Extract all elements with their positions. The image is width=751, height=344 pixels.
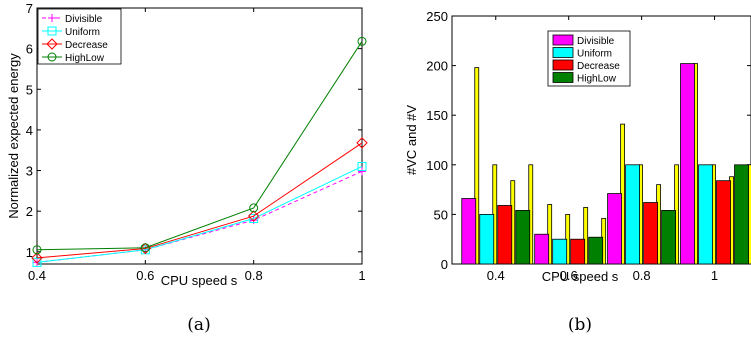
y-tick-label: 6 [26, 42, 33, 57]
y-tick-label: 7 [26, 1, 33, 16]
bar-highlow [734, 164, 749, 265]
bar-divisible [607, 193, 623, 265]
legend-swatch [552, 34, 574, 46]
legend-marker [48, 14, 56, 22]
bar-highlow [515, 210, 531, 265]
bar-uniform [552, 238, 568, 265]
line-chart-caption: (a) [187, 315, 210, 335]
series-line-highlow [36, 41, 363, 251]
bar-decrease [643, 202, 659, 265]
legend-swatch [552, 72, 574, 83]
x-tick-label: 1 [711, 268, 718, 283]
x-tick-label: 0.4 [487, 268, 505, 283]
bar-uniform [698, 164, 713, 265]
bar-chart-x-axis-label: CPU speed s [542, 269, 619, 284]
data-point [356, 137, 368, 149]
y-tick-label: 4 [26, 123, 33, 138]
data-point [249, 213, 259, 223]
line-chart: 1 2 3 4 5 6 7 0.4 0.6 0.8 1 CPU speed s Normalize… [6, 1, 368, 335]
legend-label: Uniform [65, 27, 100, 38]
legend-entry-divisible: Divisible [42, 14, 103, 25]
legend-label: Divisible [65, 14, 103, 25]
series-decrease [31, 137, 368, 264]
series-divisible [33, 167, 366, 267]
data-point [249, 203, 259, 213]
x-tick-label: 0.8 [245, 268, 263, 283]
x-tick-label: 0.6 [560, 268, 578, 283]
legend-label: HighLow [65, 53, 105, 64]
data-point [140, 243, 150, 253]
line-chart-y-axis-label: Normalized expected energy [6, 53, 21, 219]
legend-marker [47, 26, 57, 36]
y-tick-label: 200 [426, 59, 448, 74]
data-point [32, 245, 42, 255]
bar-highlow [588, 236, 604, 265]
legend-entry-uniform: Uniform [42, 26, 100, 38]
line-chart-series [31, 36, 368, 267]
data-point [357, 36, 367, 46]
bar-decrease [497, 205, 513, 265]
bar-chart-y-ticks: 0 50 100 150 200 250 [426, 9, 751, 272]
data-point [247, 210, 260, 222]
bar-highlow [661, 210, 677, 265]
y-tick-label: 2 [26, 204, 33, 219]
legend-label: Decrease [577, 61, 620, 72]
bar-chart-x-ticks: 0.4 0.6 0.8 1 [487, 16, 718, 283]
data-point [32, 257, 42, 267]
legend-label: Uniform [577, 49, 612, 60]
bar-uniform [625, 164, 641, 265]
legend-label: Decrease [65, 40, 108, 51]
bar-secondary-divisible [474, 67, 480, 265]
bar-secondary-decrease [583, 207, 589, 265]
bar-divisible [534, 233, 550, 265]
legend-marker [46, 38, 58, 50]
bar-decrease [570, 238, 586, 265]
x-tick-label: 0.8 [633, 268, 651, 283]
legend-entry-decrease: Decrease [552, 59, 620, 72]
legend-entry-decrease: Decrease [42, 38, 108, 51]
bar-chart: 0 50 100 150 200 250 0.4 0.6 0.8 1 CPU speed s #… [404, 9, 751, 335]
y-tick-label: 5 [26, 82, 33, 97]
y-tick-label: 250 [426, 9, 448, 24]
line-chart-legend: Divisible Uniform Decrease HighLow [37, 8, 122, 65]
line-chart-x-axis-label: CPU speed s [161, 273, 238, 288]
legend-swatch [552, 59, 574, 71]
legend-entry-highlow: HighLow [42, 52, 105, 64]
series-uniform [32, 161, 367, 267]
series-line-uniform [36, 166, 363, 263]
y-tick-label: 100 [426, 158, 448, 173]
x-tick-label: 0.6 [136, 268, 154, 283]
legend-entry-divisible: Divisible [552, 34, 615, 47]
x-tick-label: 0.4 [28, 268, 46, 283]
x-tick-label: 1 [358, 268, 365, 283]
y-tick-label: 1 [26, 245, 33, 260]
y-tick-label: 0 [441, 257, 448, 272]
bar-divisible [680, 63, 695, 265]
legend-entry-highlow: HighLow [552, 72, 617, 85]
y-tick-label: 50 [434, 207, 448, 222]
y-tick-label: 150 [426, 108, 448, 123]
legend-label: Divisible [577, 36, 615, 47]
data-point [31, 252, 43, 264]
bar-uniform [479, 213, 495, 265]
series-highlow [32, 36, 367, 255]
bar-chart-bars [461, 63, 751, 265]
bar-chart-caption: (b) [568, 315, 592, 335]
legend-swatch [552, 47, 574, 58]
bar-divisible [461, 198, 477, 265]
bar-decrease [716, 180, 731, 265]
series-line-decrease [36, 142, 363, 259]
legend-marker [47, 52, 57, 62]
legend-entry-uniform: Uniform [552, 47, 612, 60]
legend-label: HighLow [577, 74, 617, 85]
data-point [358, 167, 366, 176]
series-line-divisible [36, 170, 363, 263]
data-point [357, 161, 367, 171]
line-chart-plot-area [36, 7, 363, 265]
line-chart-x-ticks: 0.4 0.6 0.8 1 [28, 8, 366, 283]
bar-chart-y-axis-label: #VC and #V [404, 105, 419, 175]
y-tick-label: 3 [26, 164, 33, 179]
